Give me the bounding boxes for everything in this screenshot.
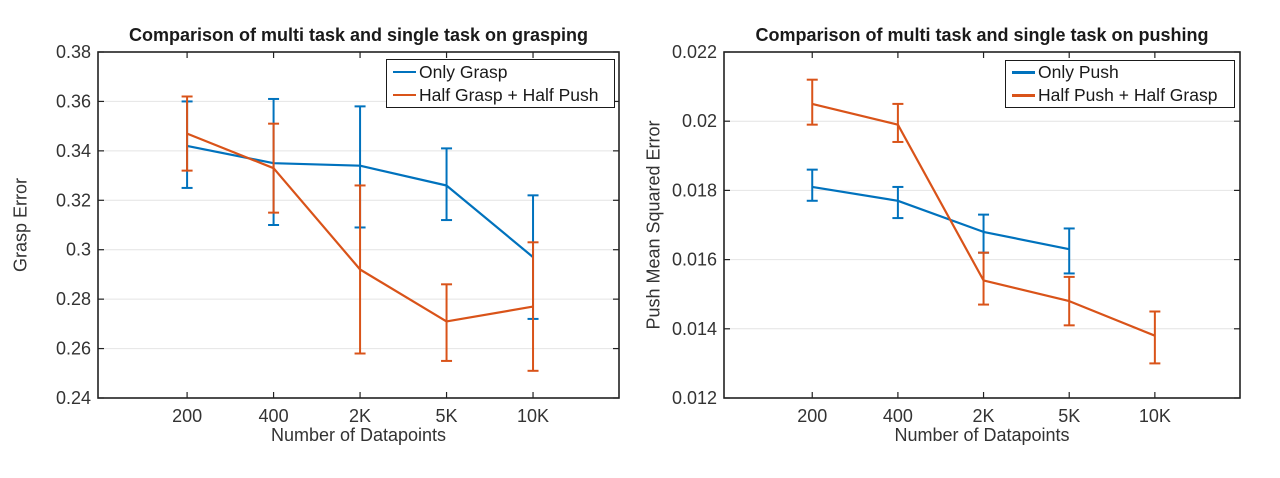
- x-tick-label: 5K: [1058, 406, 1080, 426]
- legend-item: Only Grasp: [393, 61, 614, 83]
- y-tick-label: 0.016: [672, 250, 717, 270]
- y-tick-label: 0.36: [56, 91, 91, 111]
- grasp-chart-plot-area: 0.24 0.26 0.28 0.3 0.32 0.34 0.36 0.38 200 400 2K 5…: [56, 42, 620, 426]
- legend-line-swatch: [1012, 94, 1035, 97]
- legend-item: Half Push + Half Grasp: [1012, 85, 1234, 107]
- y-tick-label: 0.02: [682, 111, 717, 131]
- y-tick-label: 0.018: [672, 180, 717, 200]
- x-tick-label: 400: [883, 406, 913, 426]
- y-tick-label: 0.32: [56, 190, 91, 210]
- x-tick-label: 200: [797, 406, 827, 426]
- x-tick-label: 5K: [436, 406, 458, 426]
- push-y-axis-label: Push Mean Squared Error: [643, 120, 664, 330]
- x-tick-label: 400: [259, 406, 289, 426]
- legend-line-swatch: [393, 70, 416, 74]
- plot-border: [97, 51, 620, 399]
- y-tick-label: 0.3: [66, 240, 91, 260]
- y-tick-label: 0.28: [56, 289, 91, 309]
- y-tick-label: 0.34: [56, 141, 91, 161]
- y-tick-label: 0.014: [672, 319, 717, 339]
- legend-line-swatch: [393, 93, 416, 97]
- legend-item: Half Grasp + Half Push: [393, 84, 614, 106]
- y-tick-label: 0.26: [56, 339, 91, 359]
- series-line-only-push: [812, 185, 1070, 251]
- grasp-chart-title: Comparison of multi task and single task…: [128, 25, 589, 45]
- push-x-axis-label: Number of Datapoints: [894, 425, 1070, 445]
- legend-item: Only Push: [1012, 62, 1234, 84]
- legend-label: Half Push + Half Grasp: [1038, 85, 1218, 105]
- legend-label: Only Push: [1038, 62, 1119, 82]
- legend-label: Only Grasp: [419, 61, 508, 82]
- y-tick-label: 0.24: [56, 388, 91, 408]
- x-tick-label: 200: [172, 406, 202, 426]
- grasp-y-axis-label: Grasp Error: [10, 177, 31, 273]
- push-legend: Only Push Half Push + Half Grasp: [1005, 60, 1235, 108]
- legend-line-swatch: [1012, 71, 1035, 74]
- legend-label: Half Grasp + Half Push: [419, 84, 599, 105]
- y-tick-label: 0.38: [56, 42, 91, 62]
- x-tick-label: 10K: [1139, 406, 1171, 426]
- x-tick-label: 2K: [973, 406, 995, 426]
- y-tick-label: 0.012: [672, 388, 717, 408]
- y-tick-label: 0.022: [672, 42, 717, 62]
- push-chart-plot-area: 0.012 0.014 0.016 0.018 0.02 0.022 200 400 2K 5K 1…: [672, 42, 1241, 426]
- grasp-x-axis-label: Number of Datapoints: [270, 425, 447, 445]
- x-tick-label: 2K: [349, 406, 371, 426]
- grasp-legend: Only Grasp Half Grasp + Half Push: [386, 59, 615, 108]
- plot-border: [723, 51, 1241, 399]
- x-tick-label: 10K: [517, 406, 549, 426]
- push-chart-title: Comparison of multi task and single task…: [755, 25, 1209, 45]
